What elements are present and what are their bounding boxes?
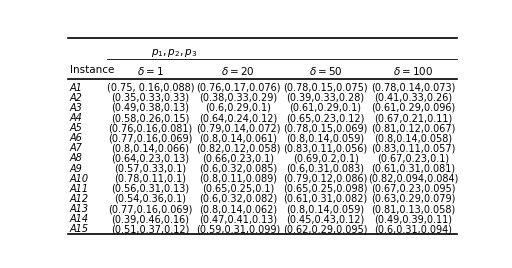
- Text: A8: A8: [70, 154, 83, 163]
- Text: A1: A1: [70, 83, 83, 93]
- Text: (0.62,0.29,0.095): (0.62,0.29,0.095): [283, 224, 368, 234]
- Text: (0.49,0.39,0.11): (0.49,0.39,0.11): [374, 214, 452, 224]
- Text: (0.64,0.24,0.12): (0.64,0.24,0.12): [199, 113, 277, 123]
- Text: Instance: Instance: [70, 65, 114, 75]
- Text: (0.78,0.11,0.1): (0.78,0.11,0.1): [115, 174, 186, 184]
- Text: (0.6,0.32,0.082): (0.6,0.32,0.082): [199, 194, 277, 204]
- Text: (0.35,0.33,0.33): (0.35,0.33,0.33): [112, 93, 189, 103]
- Text: (0.8,0.14,0.059): (0.8,0.14,0.059): [287, 204, 365, 214]
- Text: (0.6,0.32,0.085): (0.6,0.32,0.085): [199, 163, 277, 174]
- Text: (0.63,0.29,0.079): (0.63,0.29,0.079): [371, 194, 455, 204]
- Text: (0.79,0.12,0.086): (0.79,0.12,0.086): [284, 174, 368, 184]
- Text: (0.45,0.43,0.12): (0.45,0.43,0.12): [287, 214, 365, 224]
- Text: A7: A7: [70, 143, 83, 153]
- Text: A5: A5: [70, 123, 83, 133]
- Text: (0.64,0.23,0.13): (0.64,0.23,0.13): [112, 154, 189, 163]
- Text: (0.78,0.15,0.069): (0.78,0.15,0.069): [284, 123, 368, 133]
- Text: A11: A11: [70, 184, 89, 194]
- Text: (0.47,0.41,0.13): (0.47,0.41,0.13): [199, 214, 277, 224]
- Text: (0.6,0.31,0.083): (0.6,0.31,0.083): [287, 163, 365, 174]
- Text: (0.76,0.16,0.081): (0.76,0.16,0.081): [109, 123, 193, 133]
- Text: (0.65,0.25,0.1): (0.65,0.25,0.1): [202, 184, 274, 194]
- Text: A2: A2: [70, 93, 83, 103]
- Text: (0.8,0.14,0.059): (0.8,0.14,0.059): [287, 133, 365, 143]
- Text: (0.56,0.31,0.13): (0.56,0.31,0.13): [112, 184, 189, 194]
- Text: $\delta = 20$: $\delta = 20$: [221, 65, 255, 77]
- Text: (0.67,0.23,0.1): (0.67,0.23,0.1): [377, 154, 449, 163]
- Text: A14: A14: [70, 214, 89, 224]
- Text: (0.61,0.31,0.082): (0.61,0.31,0.082): [284, 194, 368, 204]
- Text: (0.79,0.14,0.072): (0.79,0.14,0.072): [196, 123, 281, 133]
- Text: (0.66,0.23,0.1): (0.66,0.23,0.1): [202, 154, 274, 163]
- Text: $\delta = 1$: $\delta = 1$: [137, 65, 164, 77]
- Text: (0.67,0.23,0.095): (0.67,0.23,0.095): [371, 184, 455, 194]
- Text: (0.78,0.14,0.073): (0.78,0.14,0.073): [371, 83, 455, 93]
- Text: (0.38,0.33,0.29): (0.38,0.33,0.29): [199, 93, 277, 103]
- Text: (0.83,0.11,0.057): (0.83,0.11,0.057): [371, 143, 455, 153]
- Text: (0.39,0.33,0.28): (0.39,0.33,0.28): [287, 93, 365, 103]
- Text: (0.54,0.36,0.1): (0.54,0.36,0.1): [115, 194, 186, 204]
- Text: $p_1, p_2, p_3$: $p_1, p_2, p_3$: [151, 47, 197, 59]
- Text: (0.65,0.23,0.12): (0.65,0.23,0.12): [286, 113, 365, 123]
- Text: (0.49,0.38,0.13): (0.49,0.38,0.13): [112, 103, 189, 113]
- Text: (0.77,0.16,0.069): (0.77,0.16,0.069): [109, 204, 193, 214]
- Text: (0.61,0.29,0.096): (0.61,0.29,0.096): [371, 103, 455, 113]
- Text: (0.82,0.12,0.058): (0.82,0.12,0.058): [196, 143, 281, 153]
- Text: (0.82,0.094,0.084): (0.82,0.094,0.084): [368, 174, 458, 184]
- Text: (0.77,0.16,0.069): (0.77,0.16,0.069): [109, 133, 193, 143]
- Text: (0.41,0.33,0.26): (0.41,0.33,0.26): [374, 93, 452, 103]
- Text: (0.8,0.14,0.066): (0.8,0.14,0.066): [112, 143, 189, 153]
- Text: (0.57,0.33,0.1): (0.57,0.33,0.1): [115, 163, 187, 174]
- Text: (0.6,0.31,0.094): (0.6,0.31,0.094): [374, 224, 452, 234]
- Text: (0.6,0.29,0.1): (0.6,0.29,0.1): [205, 103, 271, 113]
- Text: (0.78,0.15,0.075): (0.78,0.15,0.075): [283, 83, 368, 93]
- Text: (0.81,0.13,0.058): (0.81,0.13,0.058): [371, 204, 455, 214]
- Text: A9: A9: [70, 163, 83, 174]
- Text: (0.8,0.14,0.061): (0.8,0.14,0.061): [199, 133, 277, 143]
- Text: (0.83,0.11,0.056): (0.83,0.11,0.056): [284, 143, 368, 153]
- Text: (0.76,0.17,0.076): (0.76,0.17,0.076): [196, 83, 281, 93]
- Text: (0.75, 0.16,0.088): (0.75, 0.16,0.088): [107, 83, 195, 93]
- Text: (0.61,0.29,0.1): (0.61,0.29,0.1): [290, 103, 361, 113]
- Text: (0.51,0.37,0.12): (0.51,0.37,0.12): [112, 224, 190, 234]
- Text: (0.8,0.14,0.058): (0.8,0.14,0.058): [374, 133, 452, 143]
- Text: (0.65,0.25,0.098): (0.65,0.25,0.098): [283, 184, 368, 194]
- Text: (0.8,0.14,0.062): (0.8,0.14,0.062): [199, 204, 277, 214]
- Text: (0.59,0.31,0.099): (0.59,0.31,0.099): [196, 224, 280, 234]
- Text: (0.8,0.11,0.089): (0.8,0.11,0.089): [199, 174, 277, 184]
- Text: (0.81,0.12,0.067): (0.81,0.12,0.067): [371, 123, 455, 133]
- Text: (0.61,0.31,0.081): (0.61,0.31,0.081): [371, 163, 455, 174]
- Text: A3: A3: [70, 103, 83, 113]
- Text: $\delta = 50$: $\delta = 50$: [309, 65, 343, 77]
- Text: (0.67,0.21,0.11): (0.67,0.21,0.11): [374, 113, 452, 123]
- Text: (0.58,0.26,0.15): (0.58,0.26,0.15): [112, 113, 190, 123]
- Text: A13: A13: [70, 204, 89, 214]
- Text: (0.69,0.2,0.1): (0.69,0.2,0.1): [293, 154, 358, 163]
- Text: (0.39,0.46,0.16): (0.39,0.46,0.16): [112, 214, 189, 224]
- Text: A6: A6: [70, 133, 83, 143]
- Text: A12: A12: [70, 194, 89, 204]
- Text: A10: A10: [70, 174, 89, 184]
- Text: A15: A15: [70, 224, 89, 234]
- Text: A4: A4: [70, 113, 83, 123]
- Text: $\delta = 100$: $\delta = 100$: [393, 65, 433, 77]
